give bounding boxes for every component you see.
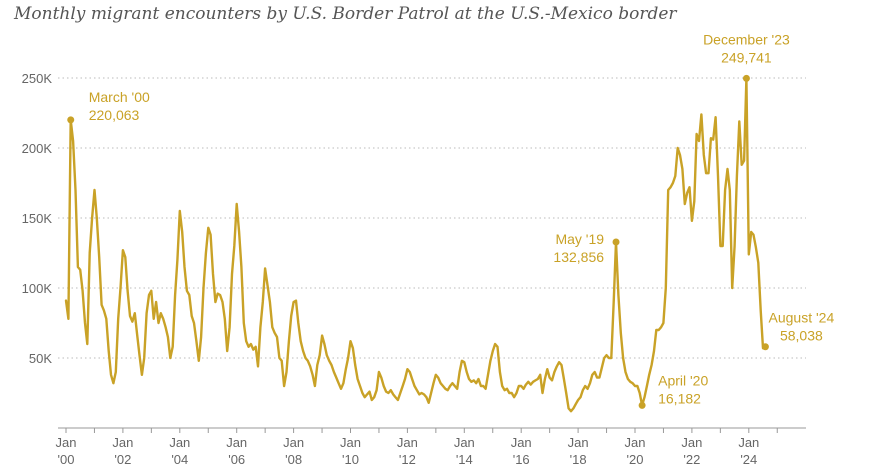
x-tick-label: Jan	[169, 435, 190, 450]
annotation-value: 132,856	[553, 249, 604, 265]
x-tick-label: Jan	[283, 435, 304, 450]
annotations: March '00 220,063 May '19 132,856 April '20 1…	[67, 31, 835, 409]
annotation-value: 249,741	[721, 49, 772, 65]
annotation-label: May '19	[555, 231, 604, 247]
y-tick-label: 250K	[22, 71, 53, 86]
x-tick-label-year: '06	[228, 452, 245, 467]
x-tick-label-year: '10	[342, 452, 359, 467]
x-tick-label-year: '22	[683, 452, 700, 467]
chart-title: Monthly migrant encounters by U.S. Borde…	[14, 4, 677, 24]
series-group	[64, 77, 767, 413]
annotation-value: 220,063	[89, 107, 140, 123]
x-tick-label: Jan	[681, 435, 702, 450]
x-tick-label: Jan	[340, 435, 361, 450]
annotation-label: December '23	[703, 31, 790, 47]
x-tick-label-year: '04	[171, 452, 188, 467]
x-tick-label: Jan	[511, 435, 532, 450]
y-axis-ticks: 50K 100K 150K 200K 250K	[22, 71, 53, 366]
y-tick-label: 100K	[22, 281, 53, 296]
x-tick-label-year: '02	[114, 452, 131, 467]
x-tick-label-year: '20	[627, 452, 644, 467]
series-line	[64, 77, 767, 413]
gridlines	[58, 77, 806, 359]
x-axis: Jan '00 Jan '02 Jan '04 Jan '06 Jan '08 Jan '10 Jan '…	[56, 427, 806, 467]
x-tick-label-year: '24	[740, 452, 757, 467]
y-tick-label: 200K	[22, 141, 53, 156]
x-tick-label: Jan	[56, 435, 77, 450]
x-tick-label-year: '16	[513, 452, 530, 467]
annotation-point	[761, 343, 769, 351]
annotation-point	[638, 401, 646, 409]
annotation-label: August '24	[769, 310, 835, 326]
x-tick-label: Jan	[226, 435, 247, 450]
annotation-label: March '00	[89, 89, 150, 105]
x-tick-label: Jan	[568, 435, 589, 450]
x-tick-label-year: '08	[285, 452, 302, 467]
annotation-point	[612, 238, 620, 246]
x-tick-label-year: '00	[58, 452, 75, 467]
x-tick-label: Jan	[625, 435, 646, 450]
annotation-value: 58,038	[780, 328, 823, 344]
x-tick-label: Jan	[397, 435, 418, 450]
annotation-label: April '20	[658, 372, 708, 388]
annotation-value: 16,182	[658, 390, 701, 406]
x-tick-label: Jan	[454, 435, 475, 450]
y-tick-label: 50K	[29, 351, 52, 366]
x-tick-label: Jan	[738, 435, 759, 450]
y-tick-label: 150K	[22, 211, 53, 226]
annotation-point	[742, 74, 750, 82]
x-tick-label: Jan	[112, 435, 133, 450]
x-tick-label-year: '12	[399, 452, 416, 467]
x-tick-label-year: '14	[456, 452, 473, 467]
annotation-point	[67, 116, 75, 124]
x-tick-label-year: '18	[570, 452, 587, 467]
